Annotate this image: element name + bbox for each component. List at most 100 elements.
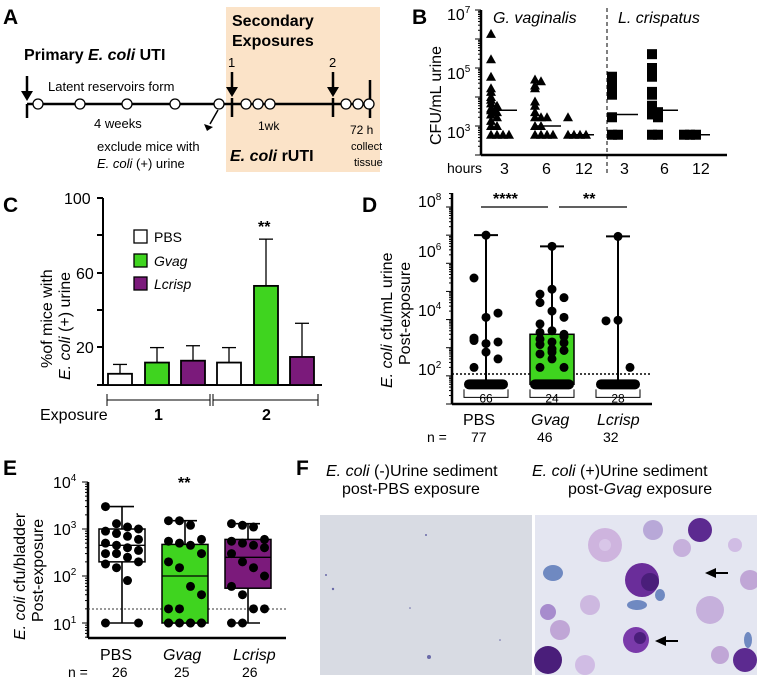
data-point [547,306,557,316]
data-point [112,529,121,539]
data-point [613,129,623,140]
hours72-label: 72 h [350,123,373,137]
data-point [625,362,635,372]
legend-swatch-gvag [133,253,148,268]
ylabel-d-1: E. coli cfu/mL urine [379,252,396,388]
data-point [486,71,496,81]
data-point [535,362,545,372]
data-point [101,526,110,536]
bar-lcrisp [180,359,206,386]
hours-label: hours [447,160,482,176]
bar-pbs [216,361,242,386]
data-point [227,519,236,529]
data-point [653,112,663,123]
data-point [535,349,545,359]
data-point [647,89,657,100]
data-point [260,604,269,614]
panel-d: D 108 106 104 102 E. coli cfu/mL urine P… [362,191,652,445]
data-point [486,109,496,119]
data-point [530,107,540,117]
data-point [559,312,569,322]
data-point [238,557,247,567]
data-point [493,308,503,318]
significance-marker: **** [493,191,519,208]
data-point [647,63,657,73]
one-week-label: 1wk [258,119,280,133]
data-point [535,340,545,350]
data-point [164,618,173,628]
arrow-icons [655,568,728,646]
n-value: 77 [471,429,487,445]
stained-cells [534,518,757,675]
data-point [548,129,558,139]
data-point [238,590,247,600]
box-plots [98,502,272,628]
data-point [535,289,545,299]
data-point [260,543,269,553]
legend-swatch-pbs [133,229,148,244]
collect-label: collect [351,141,382,153]
exposure-2-label: 2 [329,55,336,70]
data-point [186,581,195,591]
data-point [227,581,236,591]
xtick: 3 [620,161,629,178]
data-point [227,536,236,546]
data-point [197,549,206,559]
data-point [186,540,195,550]
data-point [613,231,623,241]
data-point [547,284,557,294]
data-point [164,536,173,546]
n-value: 26 [112,664,128,680]
right-image-subtitle: post-Gvag exposure [568,481,712,498]
data-point [607,89,617,100]
below-limit-count: 28 [611,391,625,405]
data-point [647,109,657,120]
below-limit-count: 66 [479,391,493,405]
data-point [559,345,569,355]
legend-label-gvag: Gvag [154,253,188,269]
data-point [134,534,143,544]
ytick-1e3: 103 [53,520,77,539]
legend-label-pbs: PBS [154,229,182,245]
xtick: 12 [692,161,710,178]
xtick: Gvag [163,647,201,664]
xtick: 6 [542,161,551,178]
data-point [504,129,514,139]
n-value: 25 [174,664,190,680]
data-point [542,112,552,122]
ytick-1e6: 106 [418,242,442,261]
data-point [238,618,247,628]
ytick: 100 [64,191,91,208]
bar-lcrisp [289,356,315,386]
data-point [647,49,657,60]
n-label: n = [427,429,447,445]
ytick-1e1: 101 [53,615,77,634]
data-point [607,112,617,123]
data-point [559,362,569,372]
data-point [559,329,569,339]
data-point [492,107,502,117]
legend-label-lcrisp: Lcrisp [154,276,192,292]
timepoint-circles [32,98,375,110]
bar-gvag [253,284,279,386]
ytick: 20 [76,340,94,357]
significance-marker: ** [178,475,191,492]
data-point [175,538,184,548]
data-point [112,563,121,573]
data-point [134,545,143,555]
tissue-label: tissue [354,157,383,169]
data-point [563,112,573,122]
count-bracket [463,389,509,398]
data-point [112,549,121,559]
secondary-line1: Secondary [232,13,314,30]
data-point [469,362,479,372]
data-point [607,71,617,82]
below-limit-cluster [464,379,508,390]
data-point [607,78,617,89]
xtick: Lcrisp [233,647,276,664]
data-point [186,618,195,628]
xtick: 3 [500,161,509,178]
debris [325,534,501,659]
micrograph-pbs [320,515,532,675]
significance-marker: ** [583,191,596,208]
